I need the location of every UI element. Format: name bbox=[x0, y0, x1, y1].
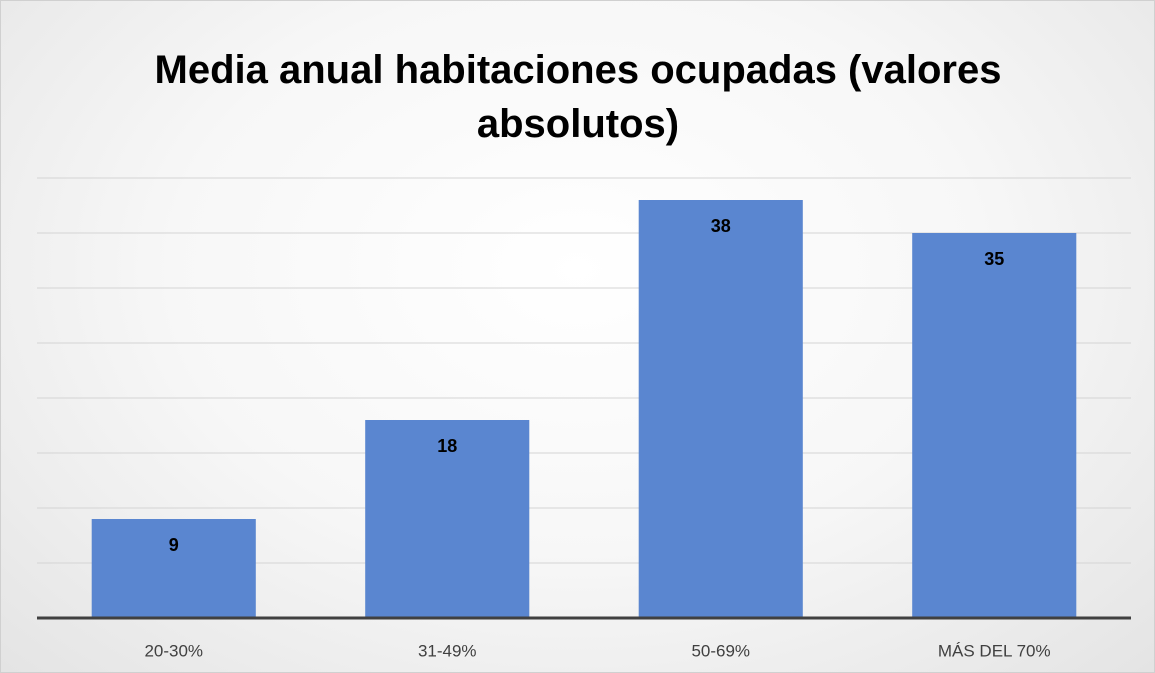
bar bbox=[912, 233, 1077, 618]
x-tick-label: MÁS DEL 70% bbox=[938, 641, 1051, 660]
chart-title: Media anual habitaciones ocupadas (valor… bbox=[154, 48, 1002, 146]
bar bbox=[638, 200, 803, 618]
data-label: 38 bbox=[711, 216, 731, 236]
x-tick-label: 20-30% bbox=[144, 641, 203, 660]
data-label: 35 bbox=[984, 249, 1004, 269]
bar bbox=[365, 420, 530, 618]
data-label: 9 bbox=[169, 535, 179, 555]
bar bbox=[91, 519, 256, 618]
data-label: 18 bbox=[437, 436, 457, 456]
x-tick-label: 31-49% bbox=[418, 641, 477, 660]
x-tick-label: 50-69% bbox=[691, 641, 750, 660]
